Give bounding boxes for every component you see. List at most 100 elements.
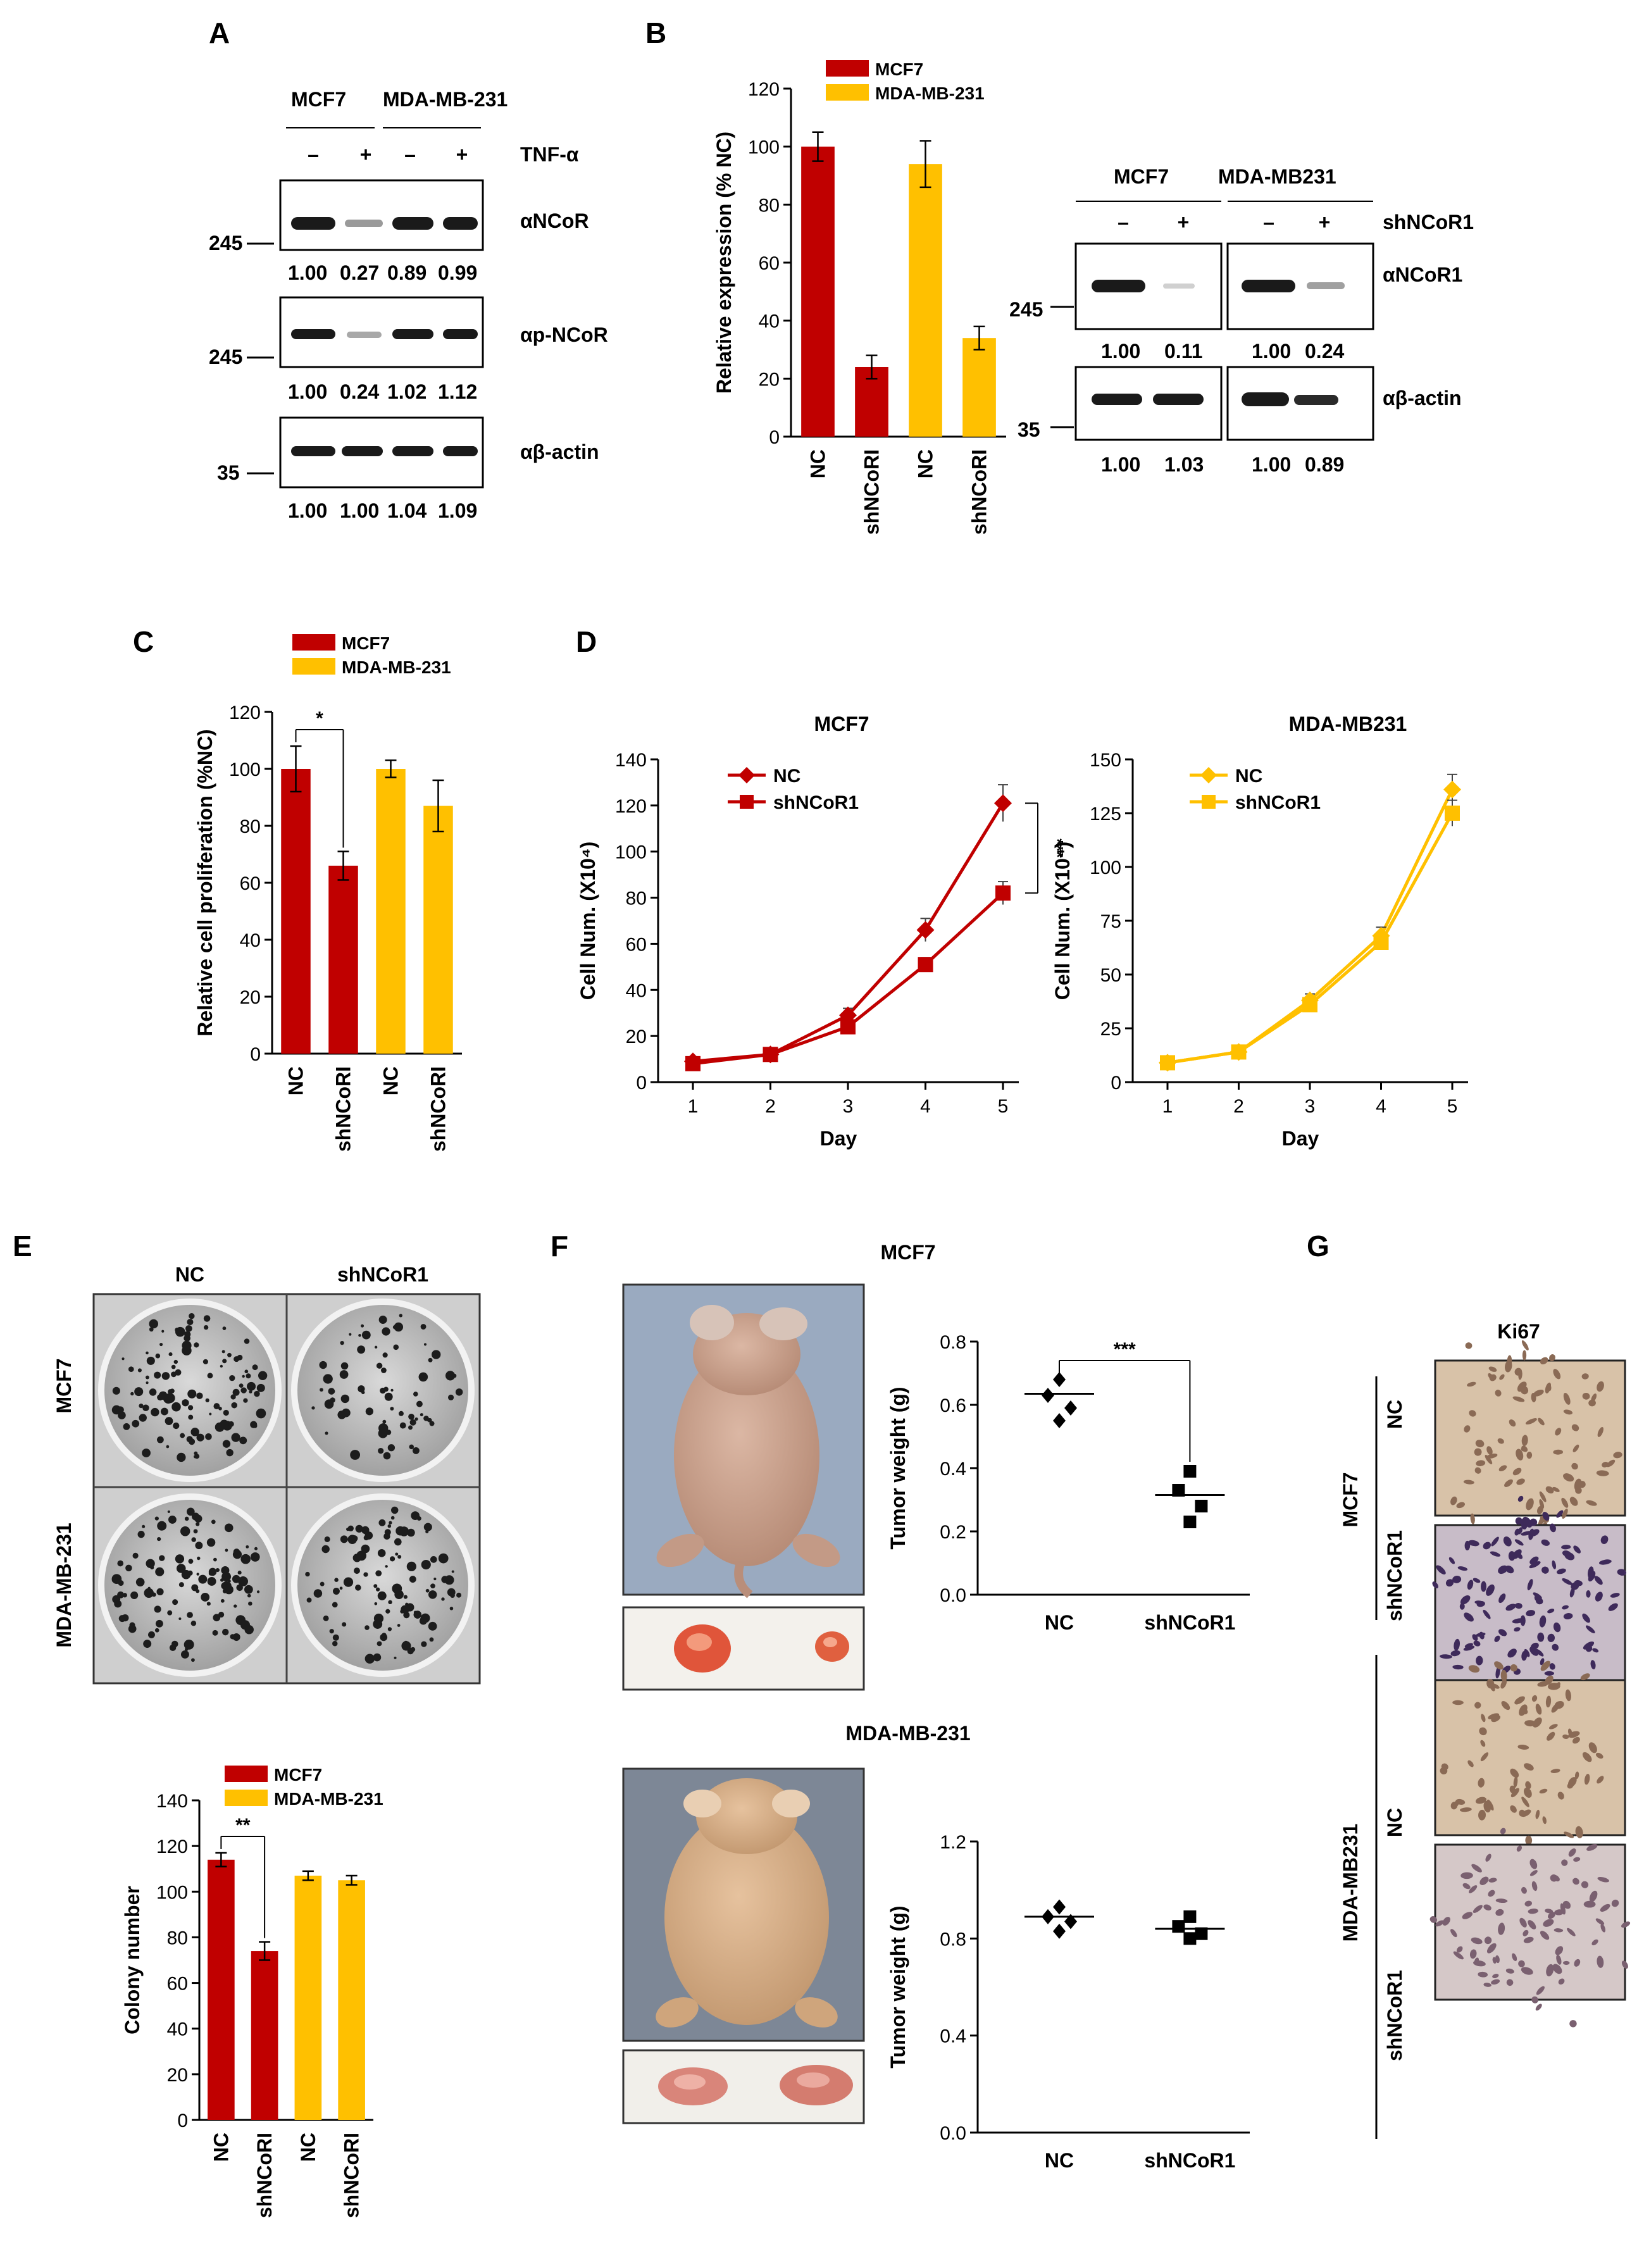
colony-dot <box>333 1588 340 1595</box>
colony-dot <box>355 1524 363 1533</box>
series-line <box>1167 788 1454 1064</box>
westernB-group-mcf7: MCF7 <box>1114 165 1169 188</box>
colony-dot <box>154 1371 161 1379</box>
y-tick-label: 80 <box>240 816 261 837</box>
legend-swatch <box>292 634 335 651</box>
ki67-nucleus <box>1586 1500 1597 1506</box>
westernB-treatment: shNCoR1 <box>1383 211 1474 234</box>
colony-dot <box>361 1330 371 1340</box>
westernB-sign: + <box>1319 211 1331 234</box>
colony-dot <box>378 1316 387 1324</box>
colony-dot <box>252 1364 258 1371</box>
x-tick-label: 5 <box>998 1096 1009 1117</box>
colony-dot <box>254 1547 258 1550</box>
colony-dot <box>358 1385 365 1393</box>
colony-dot <box>394 1590 404 1600</box>
colony-dot <box>159 1342 163 1347</box>
ki67-nucleus <box>1617 1569 1627 1576</box>
colony-dot <box>182 1340 192 1350</box>
colony-dot <box>306 1597 312 1603</box>
colony-dot <box>165 1393 175 1404</box>
colony-dot <box>129 1622 135 1628</box>
x-tick-label: shNCoRI <box>340 2133 363 2218</box>
westernB-marker: 245 <box>1009 298 1043 321</box>
ki67-nucleus <box>1481 1714 1486 1723</box>
data-point <box>1443 780 1461 799</box>
colony-dot <box>244 1624 254 1635</box>
y-tick-label: 40 <box>759 311 780 332</box>
colony-dot <box>178 1582 184 1588</box>
ki67-nucleus <box>1505 1565 1514 1574</box>
colony-dot <box>242 1374 245 1378</box>
y-tick-label: 120 <box>229 702 261 723</box>
ki67-nucleus <box>1523 1929 1529 1936</box>
ki67-nucleus <box>1478 1971 1488 1978</box>
colony-dot <box>171 1364 176 1369</box>
ki67-nucleus <box>1510 1664 1517 1672</box>
ki67-nucleus <box>1542 1816 1547 1824</box>
legend-swatch <box>225 1790 268 1806</box>
westernB-group-mda: MDA-MB231 <box>1218 165 1336 188</box>
ki67-nucleus <box>1490 1551 1501 1557</box>
colony-dot <box>419 1617 427 1625</box>
ki67-nucleus <box>1488 1890 1495 1897</box>
westernA-value: 1.00 <box>288 261 327 284</box>
ki67-nucleus <box>1480 1752 1489 1762</box>
colony-dot <box>340 1394 350 1404</box>
data-point <box>685 1056 701 1071</box>
colony-dot <box>445 1371 456 1381</box>
colony-dot <box>456 1592 462 1598</box>
ki67-nucleus <box>1573 1545 1581 1554</box>
colony-dot <box>142 1524 146 1528</box>
colony-dot <box>184 1516 189 1521</box>
y-tick-label: 60 <box>240 873 261 894</box>
colony-dot <box>349 1333 352 1336</box>
data-point <box>1053 1923 1066 1939</box>
colony-dot <box>228 1421 234 1427</box>
ki67-nucleus <box>1535 1704 1542 1715</box>
westernA-blot-row2 <box>279 296 484 368</box>
y-tick-label: 0 <box>636 1073 647 1094</box>
westernB-sign: – <box>1118 211 1129 234</box>
colony-dot <box>347 1525 354 1531</box>
colony-dot <box>139 1414 147 1422</box>
colony-dot <box>236 1584 243 1592</box>
colony-dot <box>167 1610 173 1616</box>
colony-dot <box>249 1390 252 1393</box>
colony-dot <box>364 1625 370 1630</box>
ki67-nucleus <box>1498 1629 1507 1636</box>
colony-dot <box>194 1514 202 1523</box>
ki67-nucleus <box>1498 1565 1508 1574</box>
ki67-nucleus <box>1574 1478 1582 1491</box>
westernA-group-mda: MDA-MB-231 <box>383 88 508 111</box>
ki67-nucleus <box>1467 1381 1476 1387</box>
colony-dot <box>157 1521 167 1531</box>
series-line <box>692 892 1004 1066</box>
westernB-blot-row2 <box>1074 366 1374 441</box>
colony-dot <box>207 1373 213 1379</box>
ki67-nucleus <box>1464 1540 1471 1550</box>
ki67-nucleus <box>1518 1960 1525 1967</box>
colony-plate <box>291 1493 475 1677</box>
colony-dot <box>156 1588 164 1595</box>
colony-dot <box>173 1422 180 1430</box>
panel-label-c: C <box>133 625 154 658</box>
ki67-nucleus <box>1474 1467 1481 1474</box>
ki67-nucleus <box>1459 1603 1465 1610</box>
ki67-nucleus <box>1500 1679 1507 1689</box>
ki67-nucleus <box>1556 1568 1566 1574</box>
legend-label: MCF7 <box>875 59 923 79</box>
legend-swatch <box>225 1766 268 1782</box>
data-point <box>994 794 1012 813</box>
westernA-value: 1.00 <box>340 499 379 522</box>
colony-dot <box>332 1641 338 1647</box>
ki67-nucleus <box>1535 2003 1542 2011</box>
ki67-nucleus <box>1473 1960 1486 1967</box>
y-tick-label: 20 <box>626 1026 647 1047</box>
data-point <box>1064 1914 1077 1929</box>
colony-dot <box>225 1548 228 1552</box>
y-tick-label: 80 <box>167 1928 188 1948</box>
colony-dot <box>213 1403 220 1410</box>
colony-dot <box>142 1404 149 1412</box>
colony-dot <box>393 1344 399 1350</box>
